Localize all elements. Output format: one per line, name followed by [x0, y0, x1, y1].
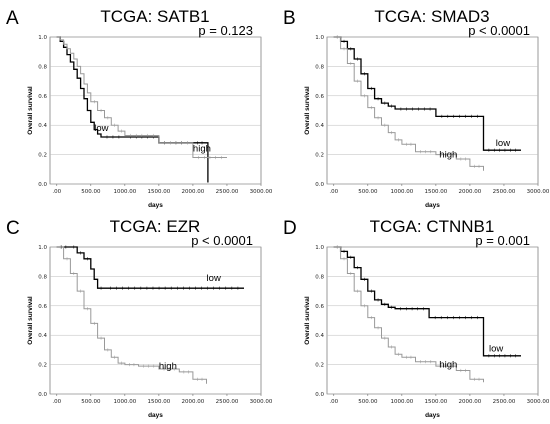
- km-curve-high: [56, 36, 227, 158]
- km-curve-low: [56, 36, 209, 183]
- y-axis-title: Overall survival: [304, 296, 311, 345]
- x-axis-title: days: [425, 412, 440, 419]
- x-tick-label: 2500.00: [216, 399, 239, 405]
- panel-title: TCGA: SMAD3: [374, 7, 489, 26]
- x-tick-label: 1500.00: [425, 189, 448, 195]
- x-axis-title: days: [148, 412, 163, 419]
- y-axis-title: Overall survival: [27, 296, 34, 345]
- y-tick-label: 0.0: [315, 182, 324, 188]
- series-label-high: high: [159, 361, 177, 372]
- y-tick-label: 1.0: [315, 245, 324, 251]
- y-tick-label: 0.2: [38, 363, 47, 369]
- x-tick-label: 500.00: [358, 399, 378, 405]
- x-tick-label: 2500.00: [216, 189, 239, 195]
- x-tick-label: 1000.00: [113, 399, 136, 405]
- series-label-high: high: [439, 150, 457, 161]
- km-curve-low: [333, 36, 521, 151]
- x-tick-label: 1500.00: [425, 399, 448, 405]
- km-curve-low: [333, 246, 521, 357]
- panel-letter: D: [283, 218, 297, 239]
- panel-title: TCGA: CTNNB1: [370, 217, 495, 236]
- x-tick-label: 500.00: [81, 189, 101, 195]
- y-tick-label: 1.0: [38, 35, 47, 41]
- series-label-low: low: [94, 123, 108, 134]
- y-tick-label: 0.4: [38, 123, 47, 129]
- y-tick-label: 0.4: [315, 123, 324, 129]
- chart-panel-c: C TCGA: EZR 0.0 0.2 0.4 0.6 0.8 1.0 .00 500.00 100…: [6, 217, 273, 419]
- x-tick-label: .00: [329, 399, 338, 405]
- km-curve-low: [56, 246, 244, 289]
- series-label-high: high: [193, 144, 211, 155]
- x-axis-title: days: [148, 202, 163, 209]
- y-tick-label: 0.8: [315, 64, 324, 70]
- y-tick-label: 0.2: [315, 363, 324, 369]
- y-tick-label: 1.0: [315, 35, 324, 41]
- y-tick-label: 0.2: [315, 153, 324, 159]
- km-curve-high: [333, 246, 484, 383]
- x-tick-label: 3000.00: [527, 189, 550, 195]
- p-value: p < 0.0001: [191, 233, 253, 248]
- y-tick-label: 0.6: [315, 94, 324, 100]
- p-value: p = 0.001: [475, 233, 530, 248]
- series-label-low: low: [496, 138, 510, 149]
- x-tick-label: 3000.00: [250, 399, 273, 405]
- p-value: p = 0.123: [198, 23, 253, 38]
- x-tick-label: 2000.00: [459, 399, 482, 405]
- y-tick-label: 1.0: [38, 245, 47, 251]
- x-tick-label: .00: [52, 399, 61, 405]
- y-tick-label: 0.0: [315, 392, 324, 398]
- y-tick-label: 0.8: [38, 64, 47, 70]
- x-tick-label: 2500.00: [493, 399, 516, 405]
- x-tick-label: 3000.00: [527, 399, 550, 405]
- series-label-high: high: [439, 360, 457, 371]
- panel-letter: B: [283, 8, 296, 29]
- plot-area: [326, 246, 539, 395]
- y-tick-label: 0.6: [38, 94, 47, 100]
- series-label-low: low: [489, 343, 503, 354]
- x-tick-label: 3000.00: [250, 189, 273, 195]
- y-tick-label: 0.8: [38, 274, 47, 280]
- y-axis-title: Overall survival: [27, 86, 34, 135]
- x-tick-label: 1000.00: [390, 189, 413, 195]
- panel-letter: A: [6, 8, 19, 29]
- x-tick-label: 2000.00: [459, 189, 482, 195]
- y-tick-label: 0.0: [38, 182, 47, 188]
- y-axis-title: Overall survival: [304, 86, 311, 135]
- x-tick-label: 1000.00: [113, 189, 136, 195]
- x-tick-label: 1000.00: [390, 399, 413, 405]
- x-tick-label: .00: [329, 189, 338, 195]
- x-tick-label: 2500.00: [493, 189, 516, 195]
- chart-panel-b: B TCGA: SMAD3 0.0 0.2 0.4 0.6 0.8 1.0 .00 500.00 1…: [283, 7, 550, 209]
- y-tick-label: 0.6: [315, 304, 324, 310]
- series-label-low: low: [207, 273, 221, 284]
- chart-panel-d: D TCGA: CTNNB1 0.0 0.2 0.4 0.6 0.8 1.0 .00 500.00…: [283, 217, 550, 419]
- km-curve-high: [56, 246, 207, 384]
- plot-area: [49, 36, 262, 185]
- x-tick-label: .00: [52, 189, 61, 195]
- x-tick-label: 2000.00: [182, 399, 205, 405]
- chart-panel-a: A TCGA: SATB1 0.0 0.2 0.4 0.6 0.8 1.0 .00 500.00 1…: [6, 7, 273, 209]
- y-tick-label: 0.8: [315, 274, 324, 280]
- y-tick-label: 0.4: [315, 333, 324, 339]
- x-tick-label: 2000.00: [182, 189, 205, 195]
- panel-title: TCGA: SATB1: [100, 7, 209, 26]
- x-tick-label: 1500.00: [148, 189, 171, 195]
- p-value: p < 0.0001: [468, 23, 530, 38]
- x-tick-label: 500.00: [81, 399, 101, 405]
- km-curve-high: [333, 36, 484, 171]
- x-axis-title: days: [425, 202, 440, 209]
- y-tick-label: 0.4: [38, 333, 47, 339]
- panel-title: TCGA: EZR: [110, 217, 201, 236]
- y-tick-label: 0.2: [38, 153, 47, 159]
- y-tick-label: 0.6: [38, 304, 47, 310]
- y-tick-label: 0.0: [38, 392, 47, 398]
- x-tick-label: 500.00: [358, 189, 378, 195]
- panel-letter: C: [6, 218, 20, 239]
- plot-area: [49, 246, 262, 395]
- x-tick-label: 1500.00: [148, 399, 171, 405]
